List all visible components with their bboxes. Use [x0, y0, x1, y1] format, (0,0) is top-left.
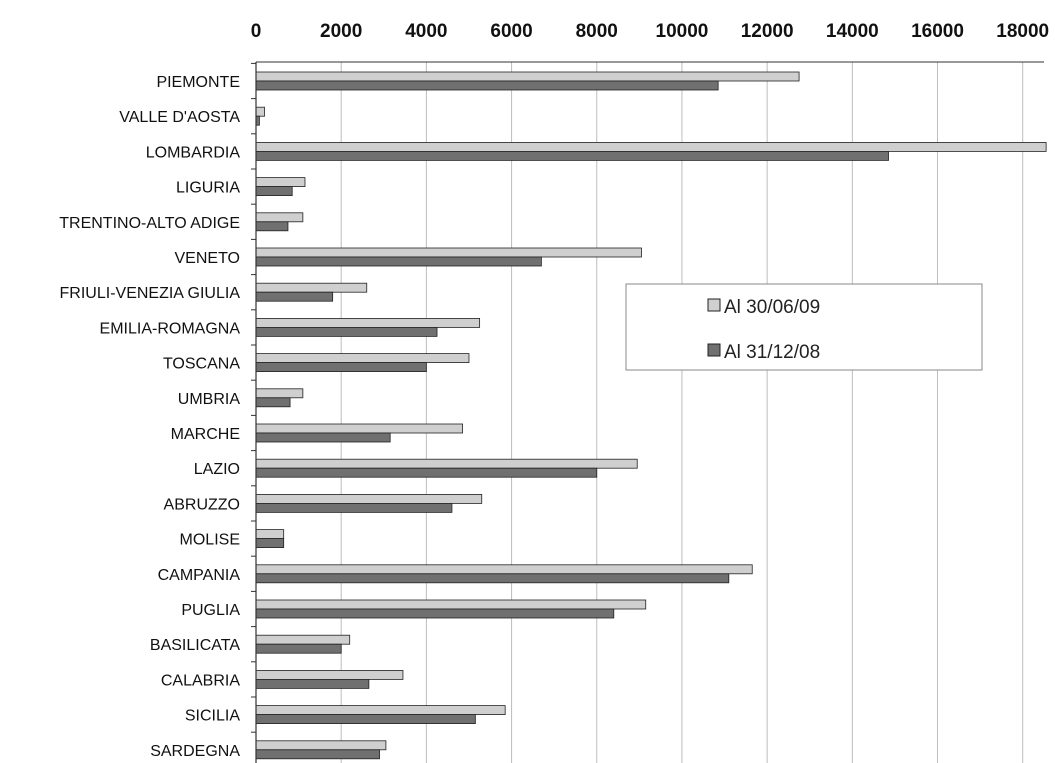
- bar-series-1: [255, 458, 638, 469]
- bar-series-2: [255, 362, 427, 373]
- x-tick-label: 2000: [320, 21, 362, 42]
- x-tick-label: 12000: [741, 21, 794, 42]
- bar-series-2: [255, 326, 438, 337]
- category-label: SICILIA: [185, 708, 240, 725]
- x-tick-label: 4000: [405, 21, 447, 42]
- category-label: BASILICATA: [150, 637, 240, 654]
- category-label: MOLISE: [180, 532, 240, 549]
- gridlines: [340, 62, 1024, 763]
- category-label: PIEMONTE: [156, 74, 240, 91]
- bar-series-1: [255, 634, 351, 645]
- x-tick-label: 8000: [576, 21, 618, 42]
- x-tick-label: 10000: [656, 21, 709, 42]
- bar-series-2: [255, 679, 370, 689]
- bar-series-2: [255, 397, 291, 408]
- category-label: PUGLIA: [181, 602, 240, 619]
- bar-series-2: [255, 608, 615, 619]
- bar-series-1: [255, 705, 506, 715]
- legend-swatch-series-2: [707, 343, 721, 357]
- x-tick-label: 0: [251, 21, 262, 42]
- category-label: LOMBARDIA: [146, 144, 241, 161]
- bar-series-2: [255, 80, 719, 91]
- bar-series-2: [255, 502, 453, 513]
- bar-series-2: [255, 256, 542, 267]
- legend: Al 30/06/09 Al 31/12/08: [625, 283, 983, 371]
- legend-label-series-1: Al 30/06/09: [724, 297, 820, 318]
- bar-series-1: [255, 212, 304, 223]
- category-label: CAMPANIA: [158, 567, 241, 584]
- category-label: TRENTINO-ALTO ADIGE: [59, 215, 240, 232]
- bar-series-1: [255, 599, 647, 610]
- legend-swatch-series-1: [707, 298, 721, 312]
- bar-series-2: [255, 538, 285, 548]
- category-label: VENETO: [175, 250, 241, 267]
- bar-series-1: [255, 353, 470, 364]
- bar-series-1: [255, 282, 368, 293]
- legend-box: [625, 283, 983, 371]
- bar-series-2: [255, 150, 889, 161]
- bar-series-1: [255, 317, 481, 328]
- category-label: MARCHE: [171, 426, 240, 443]
- bar-series-1: [255, 564, 753, 575]
- bar-series-1: [255, 247, 642, 258]
- bar-series-2: [255, 573, 730, 584]
- bar-series-1: [255, 388, 304, 399]
- category-label: TOSCANA: [163, 356, 240, 373]
- bars: [255, 71, 1047, 760]
- bar-series-2: [255, 432, 391, 443]
- x-tick-labels: 0 2000 4000 6000 8000 10000 12000 14000 16000 180…: [251, 21, 1049, 42]
- bar-series-2: [255, 291, 334, 302]
- bar-series-2: [255, 467, 598, 478]
- legend-label-series-2: Al 31/12/08: [724, 342, 820, 363]
- axes: [251, 61, 1044, 763]
- x-tick-label: 18000: [996, 21, 1049, 42]
- x-tick-label: 6000: [490, 21, 532, 42]
- bar-series-1: [255, 423, 463, 434]
- category-label: SARDEGNA: [150, 743, 240, 760]
- category-label: EMILIA-ROMAGNA: [100, 320, 241, 337]
- category-label: VALLE D'AOSTA: [119, 109, 240, 126]
- bar-series-1: [255, 106, 265, 117]
- x-tick-label: 16000: [911, 21, 964, 42]
- bar-series-2: [255, 643, 342, 654]
- bar-series-1: [255, 177, 306, 188]
- bar-series-1: [255, 493, 483, 504]
- bar-series-2: [255, 714, 476, 724]
- x-tick-label: 14000: [826, 21, 879, 42]
- category-label: FRIULI-VENEZIA GIULIA: [60, 285, 241, 302]
- category-label: LAZIO: [194, 461, 240, 478]
- bar-series-2: [255, 186, 293, 197]
- bar-series-1: [255, 141, 1047, 152]
- bar-series-2: [255, 749, 380, 760]
- category-labels: PIEMONTE VALLE D'AOSTA LOMBARDIA LIGURIA TRE…: [59, 74, 240, 760]
- bar-series-1: [255, 529, 285, 539]
- bar-series-1: [255, 71, 800, 82]
- bar-series-1: [255, 670, 404, 680]
- category-label: ABRUZZO: [164, 496, 240, 513]
- category-label: LIGURIA: [176, 180, 240, 197]
- category-label: UMBRIA: [178, 391, 241, 408]
- bar-series-1: [255, 740, 387, 751]
- bar-series-2: [255, 221, 289, 232]
- category-label: CALABRIA: [161, 672, 240, 689]
